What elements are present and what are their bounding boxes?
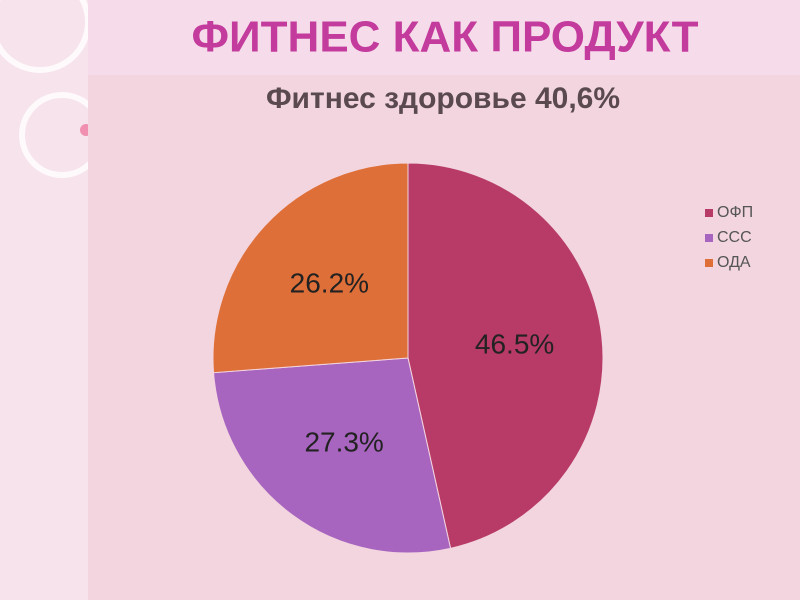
legend-swatch bbox=[705, 209, 713, 217]
legend-swatch bbox=[705, 234, 713, 242]
slide-title: ФИТНЕС КАК ПРОДУКТ bbox=[191, 13, 698, 62]
legend-label: ССС bbox=[717, 229, 752, 246]
data-label: 26.2% bbox=[290, 267, 369, 298]
pie-slice bbox=[212, 162, 409, 374]
pie-slice bbox=[213, 357, 452, 554]
legend-label: ОФП bbox=[717, 204, 753, 221]
pie-slice bbox=[407, 162, 604, 549]
legend-swatch bbox=[705, 259, 713, 267]
chart-title: Фитнес здоровье 40,6% bbox=[266, 82, 620, 115]
title-band bbox=[88, 0, 800, 75]
data-label: 46.5% bbox=[475, 329, 554, 360]
left-strip bbox=[0, 0, 88, 600]
legend-label: ОДА bbox=[717, 254, 751, 271]
data-label: 27.3% bbox=[304, 427, 383, 458]
